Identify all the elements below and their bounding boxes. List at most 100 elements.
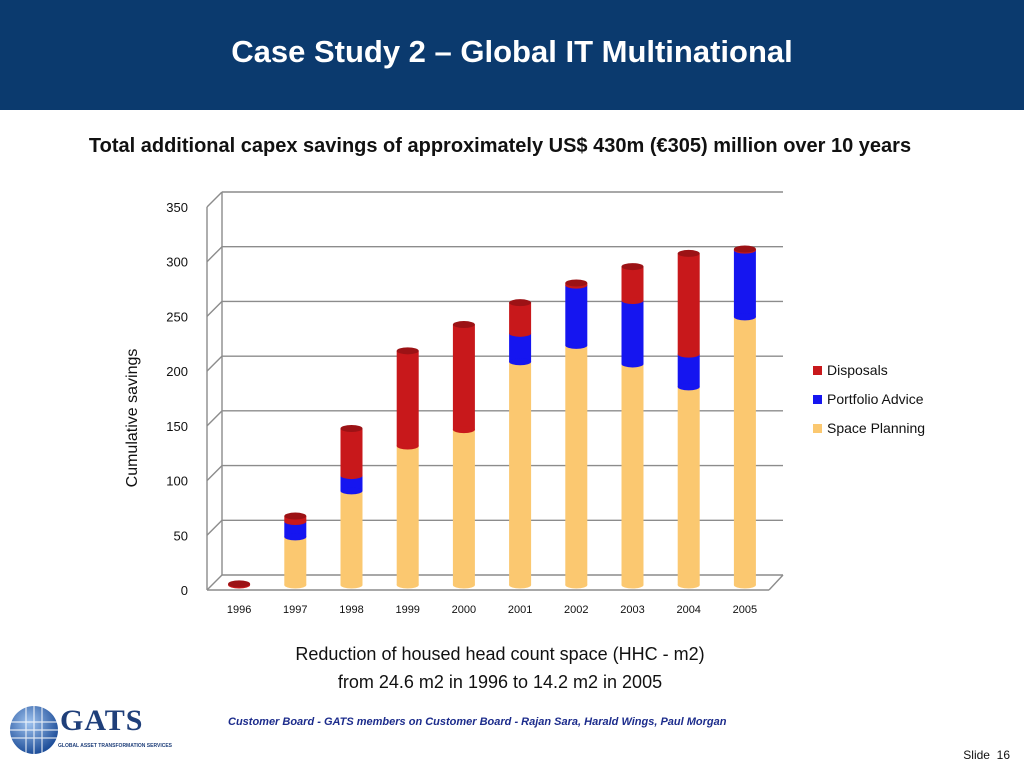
bar-segment-base xyxy=(396,581,419,589)
bar-segment xyxy=(396,446,419,585)
slide-number: Slide 16 xyxy=(963,748,1010,762)
bar-segment xyxy=(340,490,363,585)
caption-line-2: from 24.6 m2 in 1996 to 14.2 m2 in 2005 xyxy=(337,672,663,692)
bar-segment xyxy=(621,300,644,364)
bar-segment-base xyxy=(677,383,700,391)
legend-label: Disposals xyxy=(827,362,888,378)
x-tick-label: 2003 xyxy=(620,604,644,616)
y-tick-label: 50 xyxy=(174,528,188,543)
bar-segment-base xyxy=(340,581,363,589)
bar-segment xyxy=(677,386,700,585)
gridline-depth xyxy=(206,574,223,591)
bar-segment-base xyxy=(509,358,532,366)
bar-segment-base xyxy=(452,581,475,589)
legend-label: Space Planning xyxy=(827,420,925,436)
bar-segment xyxy=(733,316,756,585)
bar-segment xyxy=(509,361,532,585)
gridline-depth xyxy=(206,300,223,317)
stacked-bar-chart: 0 50 100 150 200 250 300 350 Cumulative savings 1… xyxy=(124,191,925,616)
bar-segment-base xyxy=(396,442,419,450)
gridline-depth xyxy=(206,246,223,263)
gridline-depth xyxy=(206,410,223,427)
bar-segment xyxy=(621,266,644,301)
x-tick-label: 2001 xyxy=(508,604,532,616)
bar-segment xyxy=(509,333,532,362)
bar-segment-base xyxy=(621,296,644,304)
x-tick-label: 1998 xyxy=(339,604,363,616)
bar-segment xyxy=(452,324,475,430)
bar-segment-base xyxy=(565,341,588,349)
caption-line-1: Reduction of housed head count space (HH… xyxy=(295,644,705,664)
y-tick-label: 350 xyxy=(166,200,188,215)
y-tick-label: 0 xyxy=(181,583,188,598)
x-tick-label: 2004 xyxy=(676,604,700,616)
bar-segment-base xyxy=(677,581,700,589)
legend-swatch xyxy=(813,424,822,433)
gridline-depth xyxy=(206,191,223,208)
bar-segment xyxy=(565,285,588,346)
bar-top-cap xyxy=(565,279,588,287)
slide-subtitle: Total additional capex savings of approx… xyxy=(88,135,912,157)
bar-segment-base xyxy=(733,581,756,589)
bar-top-cap xyxy=(228,580,251,588)
bar-segment xyxy=(452,429,475,585)
y-tick-label: 150 xyxy=(166,419,188,434)
legend-swatch xyxy=(813,366,822,375)
gridline-depth xyxy=(206,355,223,372)
x-tick-label: 1999 xyxy=(395,604,419,616)
title-bar xyxy=(0,0,1024,110)
bar-segment xyxy=(621,363,644,585)
legend-swatch xyxy=(813,395,822,404)
bar-segment-base xyxy=(452,426,475,434)
slide-title: Case Study 2 – Global IT Multinational xyxy=(231,34,793,69)
x-tick-label: 1997 xyxy=(283,604,307,616)
bar-segment-base xyxy=(509,581,532,589)
bar-segment xyxy=(677,354,700,387)
bar-segment-base xyxy=(340,487,363,495)
floor-right-line xyxy=(768,574,784,591)
gridline-depth xyxy=(206,519,223,536)
gridline-depth xyxy=(206,465,223,482)
bar-top-cap xyxy=(733,245,756,253)
x-tick-label: 2005 xyxy=(733,604,757,616)
bar-segment xyxy=(284,536,307,585)
chart-caption: Reduction of housed head count space (HH… xyxy=(230,640,770,696)
bar-top-cap xyxy=(396,347,419,355)
y-tick-label: 300 xyxy=(166,255,188,270)
slide-label: Slide xyxy=(963,748,990,762)
bar-top-cap xyxy=(340,425,363,433)
bar-top-cap xyxy=(621,263,644,271)
bar-segment-base xyxy=(284,518,307,526)
gats-globe-icon xyxy=(10,706,58,754)
bar-top-cap xyxy=(677,249,700,257)
bar-segment-base xyxy=(565,581,588,589)
x-tick-label: 1996 xyxy=(227,604,251,616)
bar-segment xyxy=(565,345,588,585)
x-tick-label: 2000 xyxy=(452,604,476,616)
bar-segment-base xyxy=(677,350,700,358)
footer-note: Customer Board - GATS members on Custome… xyxy=(228,716,727,728)
bar-top-cap xyxy=(452,321,475,329)
bar-segment xyxy=(733,250,756,317)
legend-label: Portfolio Advice xyxy=(827,391,924,407)
bar-segment-base xyxy=(284,581,307,589)
bar-segment xyxy=(340,475,363,491)
bar-segment xyxy=(677,253,700,355)
slide-number-value: 16 xyxy=(996,748,1010,762)
bar-segment xyxy=(509,302,532,334)
bar-segment-base xyxy=(340,472,363,480)
bar-top-cap xyxy=(284,512,307,520)
bar-segment xyxy=(340,428,363,476)
y-tick-label: 250 xyxy=(166,309,188,324)
bar-segment-base xyxy=(621,581,644,589)
y-tick-label: 200 xyxy=(166,364,188,379)
x-tick-label: 2002 xyxy=(564,604,588,616)
bar-top-cap xyxy=(509,299,532,307)
y-axis-label: Cumulative savings xyxy=(124,349,141,488)
bar-segment-base xyxy=(509,329,532,337)
bar-segment-base xyxy=(284,533,307,541)
logo-tagline: GLOBAL ASSET TRANSFORMATION SERVICES xyxy=(58,743,172,749)
bar-segment xyxy=(284,521,307,537)
bar-segment xyxy=(396,350,419,447)
bar-segment-base xyxy=(621,360,644,368)
